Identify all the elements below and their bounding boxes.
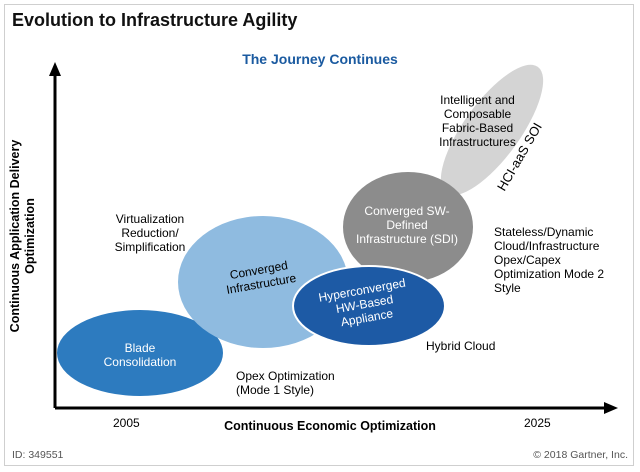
figure-frame [4, 4, 634, 466]
stateless-annotation: Stateless/Dynamic Cloud/Infrastructure O… [494, 225, 605, 295]
opex-annotation: Opex Optimization (Mode 1 Style) [236, 369, 335, 397]
sdi-label: Converged SW-Defined Infrastructure (SDI… [355, 204, 459, 246]
copyright: © 2018 Gartner, Inc. [533, 449, 628, 461]
composable-ellipse [440, 64, 544, 196]
figure-subtitle: The Journey Continues [242, 51, 398, 67]
x-axis-arrowhead [604, 402, 618, 414]
figure-id: ID: 349551 [12, 449, 64, 461]
x-tick-start: 2005 [113, 416, 140, 430]
blade-ellipse [57, 310, 223, 396]
hybrid-cloud-annotation: Hybrid Cloud [426, 339, 496, 353]
y-axis-label: Continuous Application Delivery Optimiza… [8, 139, 37, 333]
virtualization-annotation: Virtualization Reduction/ Simplification [114, 212, 186, 254]
hyperconverged-ellipse [292, 265, 446, 347]
y-axis-arrowhead [49, 62, 61, 76]
composable-label: Intelligent and Composable Fabric-Based … [439, 93, 516, 149]
x-tick-end: 2025 [524, 416, 551, 430]
blade-label: Blade Consolidation [103, 341, 177, 369]
sdi-ellipse [343, 172, 473, 282]
figure-title: Evolution to Infrastructure Agility [12, 10, 298, 30]
x-axis-label: Continuous Economic Optimization [224, 419, 436, 433]
